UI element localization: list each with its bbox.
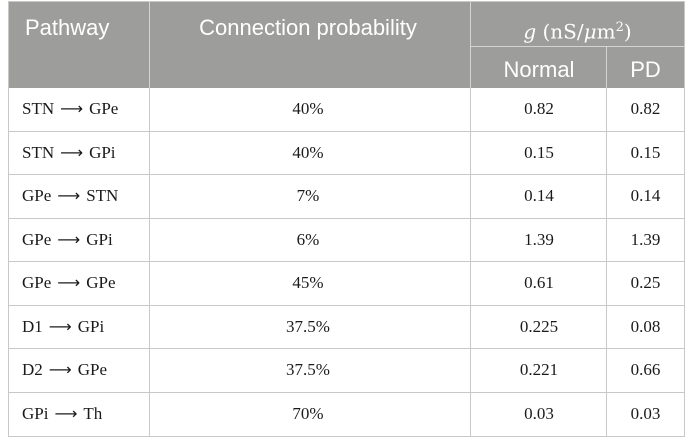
pathway-arrow: ⟶ — [60, 99, 84, 118]
pd-cell: 0.08 — [630, 316, 661, 336]
header-divider — [606, 46, 607, 88]
pathway-arrow: ⟶ — [54, 403, 78, 423]
conductance-symbol: g — [523, 19, 537, 44]
connection-table: Pathway Connection probability g (nS/μm2… — [8, 1, 685, 437]
normal-cell: 0.03 — [524, 403, 554, 423]
pathway-source: STN — [22, 142, 55, 162]
pathway-arrow: ⟶ — [57, 273, 81, 292]
probability-cell: 37.5% — [286, 360, 330, 379]
header-conductance: g (nS/μm2) — [471, 15, 684, 45]
pathway-arrow: ⟶ — [60, 142, 84, 162]
table-row: GPe ⟶ GPi 6% 1.39 1.39 — [9, 219, 684, 262]
pathway-source: GPe — [22, 186, 52, 205]
table-row: D1 ⟶ GPi 37.5% 0.225 0.08 — [9, 306, 684, 349]
normal-cell: 0.225 — [519, 316, 559, 336]
header-divider — [471, 46, 684, 47]
pathway-cell: D2 ⟶ GPe — [22, 349, 107, 391]
normal-cell: 0.82 — [524, 99, 554, 118]
pathway-target: Th — [83, 403, 103, 423]
pd-cell: 0.15 — [630, 142, 661, 162]
pathway-source: D2 — [22, 360, 43, 379]
pathway-target: GPe — [77, 360, 107, 379]
pathway-cell: STN ⟶ GPe — [22, 88, 118, 130]
pathway-source: GPe — [22, 273, 52, 292]
table-body: STN ⟶ GPe 40% 0.82 0.82 STN ⟶ GPi 40% 0.15 0.15 GPe ⟶… — [9, 88, 684, 436]
header-pathway: Pathway — [25, 15, 110, 40]
pathway-source: STN — [22, 99, 55, 118]
conductance-unit-mu: μ — [583, 19, 597, 44]
pathway-source: GPi — [22, 403, 49, 423]
pathway-cell: GPi ⟶ Th — [22, 393, 102, 435]
pathway-cell: GPe ⟶ GPe — [22, 262, 116, 304]
pathway-cell: GPe ⟶ STN — [22, 175, 118, 217]
normal-cell: 0.14 — [524, 186, 554, 205]
pathway-source: GPe — [22, 229, 52, 249]
conductance-unit-open: (nS/ — [536, 19, 584, 44]
column-divider — [149, 88, 150, 436]
header-divider — [149, 2, 150, 88]
header-pd: PD — [630, 57, 661, 82]
probability-cell: 6% — [296, 229, 320, 249]
column-divider — [606, 88, 607, 436]
header-normal: Normal — [503, 57, 575, 82]
conductance-unit-close: ) — [623, 19, 632, 44]
pathway-source: D1 — [22, 316, 43, 336]
table-row: D2 ⟶ GPe 37.5% 0.221 0.66 — [9, 349, 684, 393]
pathway-target: GPe — [89, 99, 119, 118]
probability-cell: 40% — [292, 142, 324, 162]
pathway-cell: STN ⟶ GPi — [22, 132, 116, 174]
table-row: GPe ⟶ GPe 45% 0.61 0.25 — [9, 262, 684, 306]
table-row: GPe ⟶ STN 7% 0.14 0.14 — [9, 175, 684, 219]
pathway-target: GPe — [86, 273, 116, 292]
table-row: STN ⟶ GPe 40% 0.82 0.82 — [9, 88, 684, 132]
pathway-target: GPi — [89, 142, 116, 162]
pd-cell: 0.82 — [630, 99, 661, 118]
pathway-arrow: ⟶ — [57, 229, 81, 249]
pathway-cell: GPe ⟶ GPi — [22, 219, 113, 261]
pathway-target: STN — [86, 186, 119, 205]
pathway-arrow: ⟶ — [57, 186, 81, 205]
normal-cell: 1.39 — [524, 229, 554, 249]
column-divider — [470, 88, 471, 436]
table-row: GPi ⟶ Th 70% 0.03 0.03 — [9, 393, 684, 437]
pathway-arrow: ⟶ — [48, 316, 72, 336]
pathway-target: GPi — [86, 229, 113, 249]
pathway-cell: D1 ⟶ GPi — [22, 306, 104, 348]
probability-cell: 40% — [292, 99, 324, 118]
pd-cell: 0.03 — [630, 403, 661, 423]
probability-cell: 37.5% — [286, 316, 330, 336]
normal-cell: 0.221 — [519, 360, 559, 379]
header-divider — [470, 2, 471, 88]
conductance-unit-exponent: 2 — [615, 20, 624, 35]
pd-cell: 0.25 — [630, 273, 661, 292]
pd-cell: 1.39 — [630, 229, 661, 249]
normal-cell: 0.61 — [524, 273, 554, 292]
table-header: Pathway Connection probability g (nS/μm2… — [9, 2, 684, 88]
table-row: STN ⟶ GPi 40% 0.15 0.15 — [9, 132, 684, 175]
normal-cell: 0.15 — [524, 142, 554, 162]
header-connection-probability: Connection probability — [199, 15, 417, 40]
pathway-arrow: ⟶ — [48, 360, 72, 379]
probability-cell: 7% — [296, 186, 320, 205]
pd-cell: 0.14 — [630, 186, 661, 205]
probability-cell: 70% — [292, 403, 324, 423]
pathway-target: GPi — [77, 316, 105, 336]
probability-cell: 45% — [292, 273, 324, 292]
pd-cell: 0.66 — [630, 360, 661, 379]
conductance-unit-m: m — [596, 19, 616, 44]
